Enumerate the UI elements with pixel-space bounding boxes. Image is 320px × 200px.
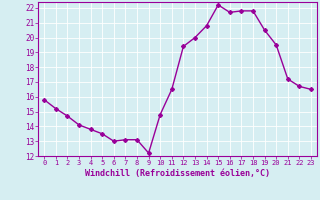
X-axis label: Windchill (Refroidissement éolien,°C): Windchill (Refroidissement éolien,°C) <box>85 169 270 178</box>
